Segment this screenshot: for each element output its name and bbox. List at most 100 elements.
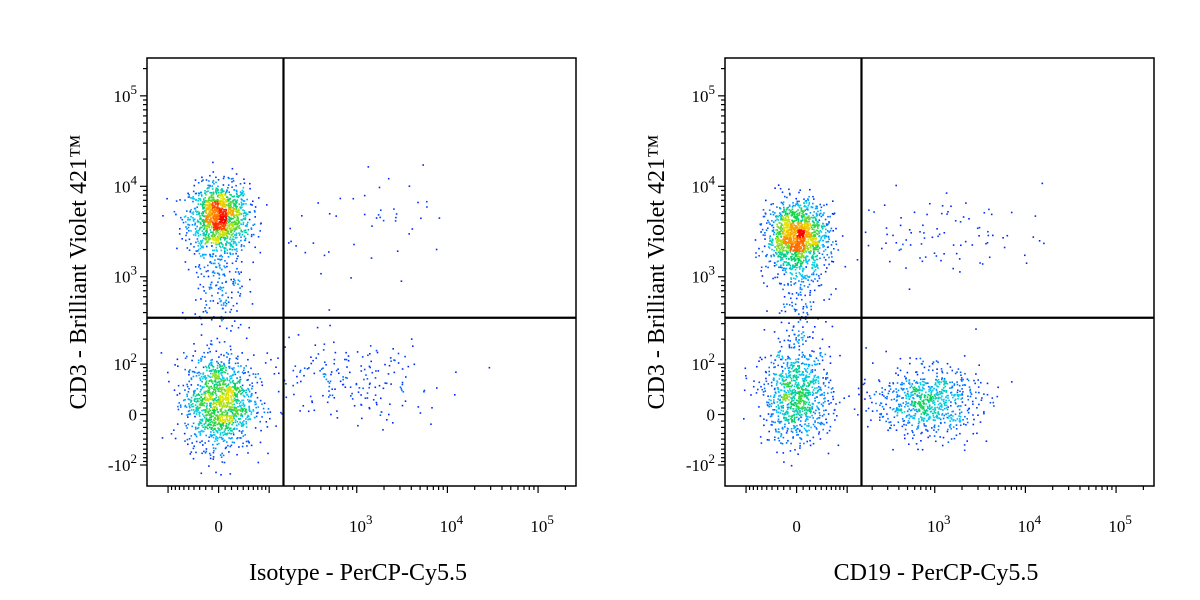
- event-dot: [393, 359, 395, 361]
- event-dot: [230, 377, 233, 379]
- event-dot: [231, 249, 234, 251]
- event-dot: [209, 191, 211, 194]
- event-dot: [234, 414, 237, 416]
- event-dot: [810, 369, 813, 372]
- event-dot: [167, 371, 169, 374]
- event-dot: [830, 391, 833, 394]
- event-dot: [307, 410, 310, 413]
- event-dot: [933, 426, 936, 429]
- event-dot: [926, 410, 929, 412]
- event-dot: [201, 203, 204, 206]
- event-dot: [205, 450, 208, 453]
- event-dot: [236, 217, 239, 220]
- event-dot: [231, 417, 233, 420]
- event-dot: [962, 378, 964, 381]
- event-dot: [213, 409, 216, 411]
- event-dot: [853, 408, 856, 410]
- event-dot: [208, 213, 211, 216]
- event-dot: [233, 370, 235, 373]
- event-dot: [763, 215, 766, 218]
- event-dot: [923, 417, 926, 420]
- event-dot: [899, 224, 902, 227]
- event-dot: [207, 390, 209, 392]
- event-dot: [955, 424, 958, 426]
- event-dot: [950, 205, 952, 208]
- event-dot: [203, 409, 206, 411]
- event-dot: [771, 402, 773, 405]
- event-dot: [192, 405, 195, 408]
- event-dot: [807, 415, 809, 418]
- event-dot: [788, 188, 790, 191]
- event-dot: [229, 201, 232, 203]
- event-dot: [226, 398, 228, 401]
- event-dot: [234, 242, 237, 244]
- event-dot: [902, 420, 905, 422]
- event-dot: [884, 388, 886, 391]
- event-dot: [244, 237, 247, 240]
- event-dot: [214, 402, 217, 404]
- event-dot: [229, 193, 231, 196]
- event-dot: [764, 390, 767, 392]
- event-dot: [809, 250, 812, 253]
- event-dot: [236, 199, 239, 202]
- event-dot: [812, 381, 814, 384]
- event-dot: [185, 239, 187, 242]
- event-dot: [236, 236, 238, 239]
- event-dot: [787, 403, 790, 405]
- event-dot: [288, 336, 290, 339]
- event-dot: [216, 214, 219, 216]
- event-dot: [799, 437, 801, 439]
- event-dot: [215, 238, 217, 241]
- event-dot: [242, 423, 244, 425]
- event-dot: [778, 312, 781, 314]
- event-dot: [812, 417, 814, 419]
- event-dot: [244, 217, 247, 219]
- event-dot: [232, 208, 235, 210]
- event-dot: [912, 431, 914, 434]
- event-dot: [255, 406, 257, 409]
- event-dot: [209, 213, 212, 216]
- event-dot: [803, 202, 805, 205]
- event-dot: [786, 410, 788, 412]
- event-dot: [940, 368, 943, 370]
- event-dot: [949, 414, 952, 417]
- event-dot: [788, 357, 790, 359]
- event-dot: [228, 270, 231, 273]
- event-dot: [232, 177, 234, 180]
- event-dot: [209, 203, 212, 205]
- event-dot: [207, 199, 210, 202]
- event-dot: [236, 257, 238, 260]
- event-dot: [964, 240, 967, 243]
- event-dot: [311, 400, 313, 402]
- event-dot: [812, 217, 814, 219]
- event-dot: [773, 409, 776, 411]
- event-dot: [213, 401, 215, 403]
- event-dot: [228, 191, 230, 193]
- event-dot: [827, 400, 829, 402]
- event-dot: [193, 246, 195, 248]
- event-dot: [223, 203, 226, 206]
- event-dot: [216, 195, 219, 198]
- event-dot: [808, 365, 810, 367]
- event-dot: [978, 391, 980, 394]
- event-dot: [299, 369, 302, 372]
- event-dot: [210, 415, 213, 418]
- event-dot: [952, 244, 955, 246]
- event-dot: [777, 215, 779, 218]
- event-dot: [219, 210, 221, 213]
- event-dot: [809, 444, 812, 447]
- event-dot: [330, 373, 332, 376]
- event-dot: [943, 381, 946, 383]
- event-dot: [795, 297, 798, 300]
- event-dot: [781, 413, 784, 415]
- event-dot: [349, 386, 352, 388]
- event-dot: [925, 428, 927, 431]
- event-dot: [215, 206, 218, 209]
- event-dot: [223, 252, 226, 254]
- event-dot: [225, 432, 227, 435]
- event-dot: [215, 227, 217, 230]
- event-dot: [212, 436, 215, 439]
- event-dot: [176, 423, 179, 425]
- event-dot: [212, 456, 215, 458]
- event-dot: [220, 408, 223, 410]
